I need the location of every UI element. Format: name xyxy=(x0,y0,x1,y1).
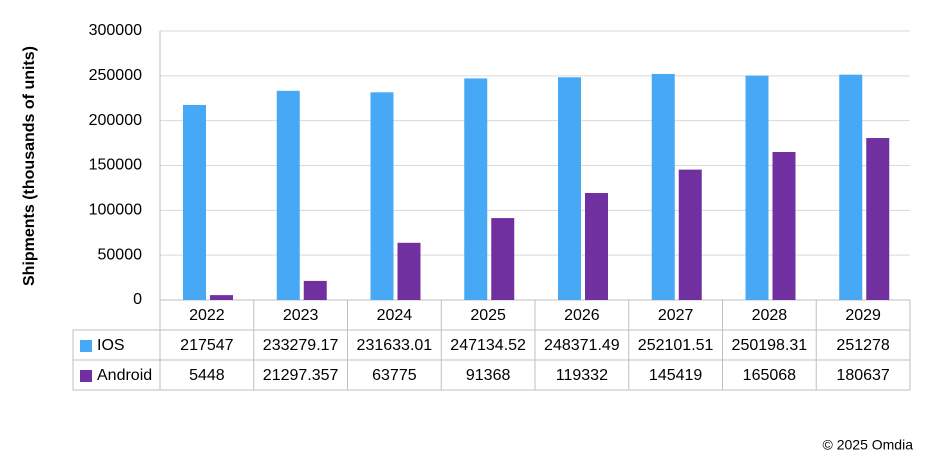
table-value: 252101.51 xyxy=(638,337,714,354)
table-value: 217547 xyxy=(180,337,233,354)
bar xyxy=(210,295,233,300)
legend-swatch xyxy=(80,370,92,382)
bar xyxy=(276,90,300,300)
table-value: 145419 xyxy=(649,367,702,384)
table-value: 165068 xyxy=(743,367,796,384)
table-value: 180637 xyxy=(836,367,889,384)
bar xyxy=(370,92,394,300)
x-tick-label: 2026 xyxy=(564,307,600,324)
bar xyxy=(745,75,769,300)
x-tick-label: 2025 xyxy=(470,307,506,324)
x-tick-label: 2028 xyxy=(752,307,788,324)
table-value: 119332 xyxy=(556,367,608,384)
legend-label: IOS xyxy=(97,337,125,354)
table-value: 63775 xyxy=(372,367,417,384)
x-tick-label: 2029 xyxy=(845,307,881,324)
table-value: 91368 xyxy=(466,367,511,384)
bar xyxy=(183,104,206,300)
x-tick-label: 2027 xyxy=(658,307,694,324)
table-value: 247134.52 xyxy=(450,337,526,354)
bar xyxy=(866,138,890,300)
bar xyxy=(464,78,488,300)
y-tick-label: 300000 xyxy=(89,22,142,39)
table-value: 233279.17 xyxy=(263,337,339,354)
footer: © 2025 Omdia xyxy=(823,437,914,453)
bar xyxy=(558,77,581,300)
bar xyxy=(772,151,796,300)
x-tick-label: 2022 xyxy=(189,307,225,324)
bar xyxy=(585,192,608,300)
y-axis-label: Shipments (thousands of units) xyxy=(21,46,38,286)
bar xyxy=(678,169,702,300)
bar xyxy=(397,242,421,300)
legend-swatch xyxy=(80,340,92,352)
y-tick-label: 50000 xyxy=(98,246,143,263)
table-value: 251278 xyxy=(836,337,889,354)
table-value: 250198.31 xyxy=(732,337,808,354)
x-tick-label: 2023 xyxy=(283,307,319,324)
y-tick-label: 250000 xyxy=(89,67,142,84)
bar xyxy=(839,74,863,300)
y-tick-label: 100000 xyxy=(89,202,142,219)
legend-label: Android xyxy=(97,367,152,384)
table-value: 21297.357 xyxy=(263,367,339,384)
table-value: 5448 xyxy=(189,367,225,384)
y-tick-label: 0 xyxy=(133,291,142,308)
bar xyxy=(491,218,515,300)
table-value: 231633.01 xyxy=(357,337,433,354)
y-tick-label: 200000 xyxy=(89,112,142,129)
bar xyxy=(303,280,327,300)
y-tick-label: 150000 xyxy=(89,157,142,174)
x-tick-label: 2024 xyxy=(377,307,413,324)
table-value: 248371.49 xyxy=(544,337,620,354)
bar xyxy=(651,73,675,301)
